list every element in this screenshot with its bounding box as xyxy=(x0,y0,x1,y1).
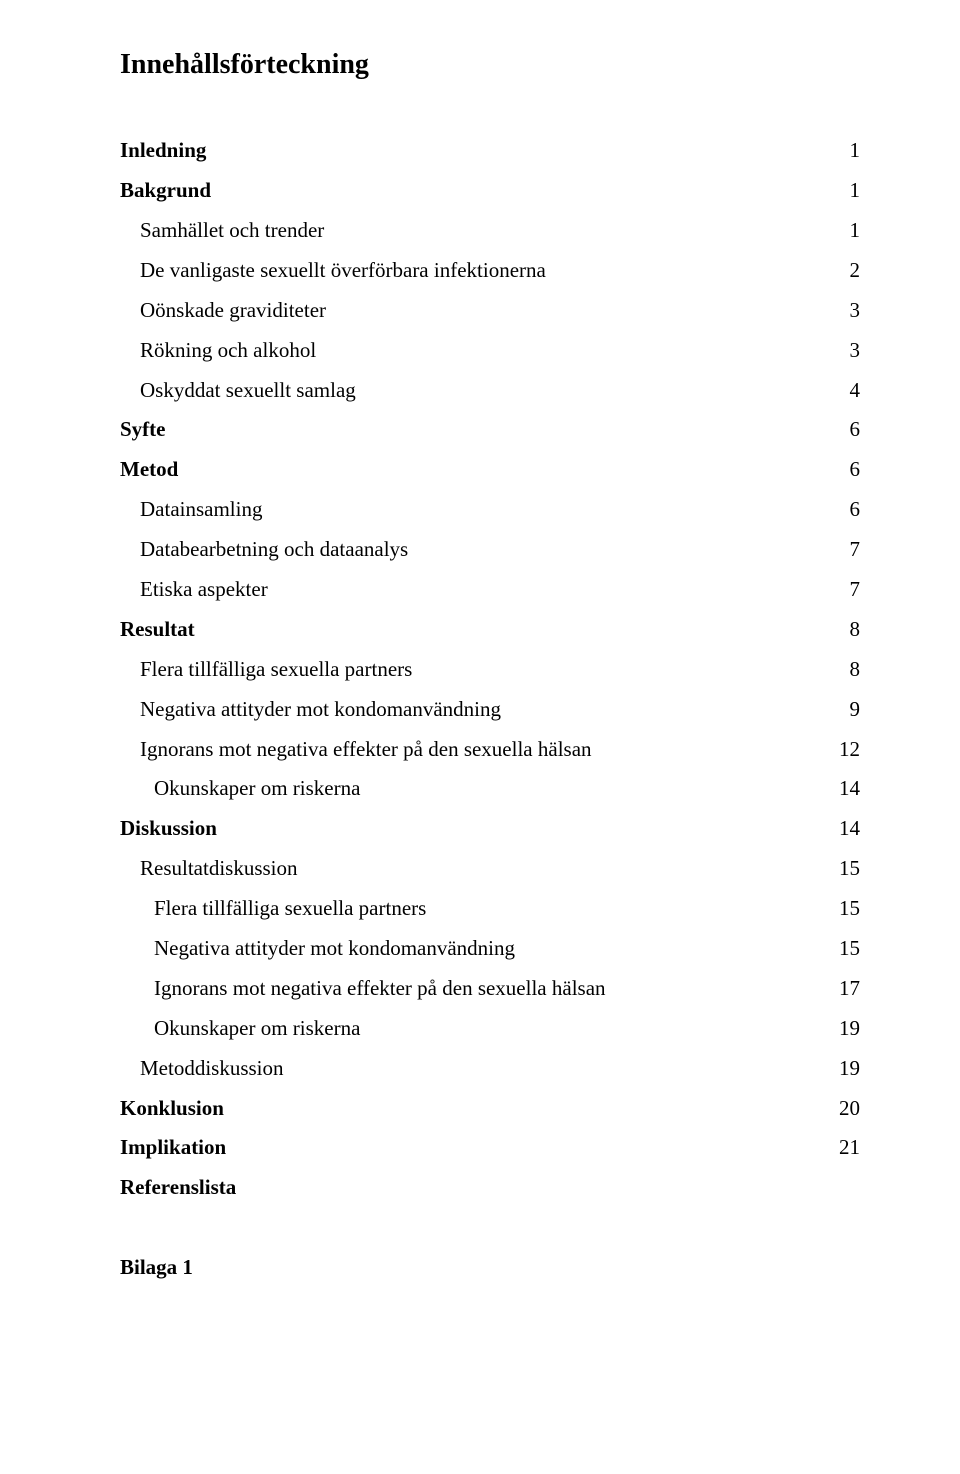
toc-label: De vanligaste sexuellt överförbara infek… xyxy=(120,251,830,291)
toc-label: Bakgrund xyxy=(120,171,830,211)
toc-label: Metod xyxy=(120,450,830,490)
toc-page: 20 xyxy=(830,1089,860,1129)
toc-entry: Samhället och trender 1 xyxy=(120,211,860,251)
toc-entry: Resultatdiskussion 15 xyxy=(120,849,860,889)
toc-entry: Ignorans mot negativa effekter på den se… xyxy=(120,969,860,1009)
toc-page: 9 xyxy=(830,690,860,730)
toc-label: Implikation xyxy=(120,1128,830,1168)
toc-entry: Okunskaper om riskerna 19 xyxy=(120,1009,860,1049)
toc-label: Referenslista xyxy=(120,1168,830,1208)
toc-label: Samhället och trender xyxy=(120,211,830,251)
toc-label: Okunskaper om riskerna xyxy=(120,769,830,809)
toc-page: 3 xyxy=(830,331,860,371)
appendix-entry: Bilaga 1 xyxy=(120,1248,860,1288)
toc-entry: Inledning 1 xyxy=(120,131,860,171)
toc-entry: Databearbetning och dataanalys 7 xyxy=(120,530,860,570)
toc-entry: Oönskade graviditeter 3 xyxy=(120,291,860,331)
toc-entry: Diskussion 14 xyxy=(120,809,860,849)
toc-entry: Metod 6 xyxy=(120,450,860,490)
toc-page: 6 xyxy=(830,490,860,530)
toc-entry: Implikation 21 xyxy=(120,1128,860,1168)
toc-entry: Oskyddat sexuellt samlag 4 xyxy=(120,371,860,411)
toc-label: Konklusion xyxy=(120,1089,830,1129)
toc-list: Inledning 1 Bakgrund 1 Samhället och tre… xyxy=(120,131,860,1208)
toc-label: Resultat xyxy=(120,610,830,650)
toc-page: 19 xyxy=(830,1049,860,1089)
toc-label: Inledning xyxy=(120,131,830,171)
toc-page: 12 xyxy=(830,730,860,770)
toc-label: Flera tillfälliga sexuella partners xyxy=(120,650,830,690)
page: Innehållsförteckning Inledning 1 Bakgrun… xyxy=(0,0,960,1328)
toc-label: Negativa attityder mot kondomanvändning xyxy=(120,690,830,730)
toc-page: 6 xyxy=(830,450,860,490)
toc-label: Negativa attityder mot kondomanvändning xyxy=(120,929,830,969)
toc-entry: De vanligaste sexuellt överförbara infek… xyxy=(120,251,860,291)
toc-entry: Syfte 6 xyxy=(120,410,860,450)
toc-page: 3 xyxy=(830,291,860,331)
toc-page: 15 xyxy=(830,889,860,929)
toc-page: 7 xyxy=(830,570,860,610)
toc-entry: Flera tillfälliga sexuella partners 15 xyxy=(120,889,860,929)
toc-label: Datainsamling xyxy=(120,490,830,530)
toc-page: 19 xyxy=(830,1009,860,1049)
toc-title: Innehållsförteckning xyxy=(120,38,860,91)
toc-entry: Resultat 8 xyxy=(120,610,860,650)
toc-label: Flera tillfälliga sexuella partners xyxy=(120,889,830,929)
toc-page: 14 xyxy=(830,809,860,849)
toc-page: 8 xyxy=(830,610,860,650)
toc-label: Okunskaper om riskerna xyxy=(120,1009,830,1049)
toc-page: 4 xyxy=(830,371,860,411)
toc-page: 1 xyxy=(830,171,860,211)
toc-label: Etiska aspekter xyxy=(120,570,830,610)
toc-entry: Metoddiskussion 19 xyxy=(120,1049,860,1089)
toc-entry: Negativa attityder mot kondomanvändning … xyxy=(120,929,860,969)
toc-page: 15 xyxy=(830,929,860,969)
toc-entry: Flera tillfälliga sexuella partners 8 xyxy=(120,650,860,690)
toc-page: 2 xyxy=(830,251,860,291)
toc-label: Metoddiskussion xyxy=(120,1049,830,1089)
toc-label: Rökning och alkohol xyxy=(120,331,830,371)
toc-entry: Okunskaper om riskerna 14 xyxy=(120,769,860,809)
toc-page: 8 xyxy=(830,650,860,690)
toc-page: 7 xyxy=(830,530,860,570)
toc-entry: Referenslista xyxy=(120,1168,860,1208)
toc-page: 1 xyxy=(830,211,860,251)
toc-entry: Konklusion 20 xyxy=(120,1089,860,1129)
toc-label: Resultatdiskussion xyxy=(120,849,830,889)
appendix-label: Bilaga 1 xyxy=(120,1248,860,1288)
toc-entry: Bakgrund 1 xyxy=(120,171,860,211)
toc-page: 1 xyxy=(830,131,860,171)
toc-label: Syfte xyxy=(120,410,830,450)
toc-label: Ignorans mot negativa effekter på den se… xyxy=(120,730,830,770)
toc-entry: Negativa attityder mot kondomanvändning … xyxy=(120,690,860,730)
toc-label: Databearbetning och dataanalys xyxy=(120,530,830,570)
toc-entry: Ignorans mot negativa effekter på den se… xyxy=(120,730,860,770)
toc-label: Oönskade graviditeter xyxy=(120,291,830,331)
toc-page: 15 xyxy=(830,849,860,889)
toc-entry: Datainsamling 6 xyxy=(120,490,860,530)
toc-label: Ignorans mot negativa effekter på den se… xyxy=(120,969,830,1009)
toc-label: Oskyddat sexuellt samlag xyxy=(120,371,830,411)
toc-page: 14 xyxy=(830,769,860,809)
toc-entry: Etiska aspekter 7 xyxy=(120,570,860,610)
toc-label: Diskussion xyxy=(120,809,830,849)
toc-page: 6 xyxy=(830,410,860,450)
toc-page: 17 xyxy=(830,969,860,1009)
toc-entry: Rökning och alkohol 3 xyxy=(120,331,860,371)
toc-page: 21 xyxy=(830,1128,860,1168)
